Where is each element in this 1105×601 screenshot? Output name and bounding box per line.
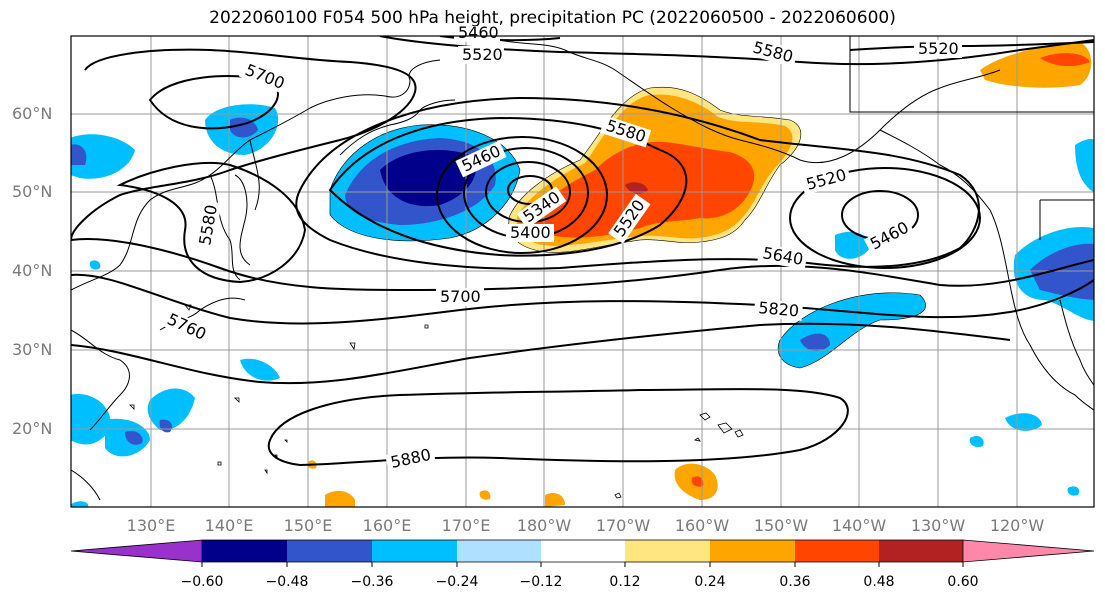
svg-text:5700: 5700	[440, 287, 481, 306]
contour-label: 5880	[385, 445, 436, 473]
contour-label: 5700	[436, 287, 484, 306]
svg-text:5520: 5520	[918, 39, 959, 58]
colorbar-bin	[287, 540, 372, 562]
colorbar-bin	[710, 540, 795, 562]
lon-label: 170°E	[441, 516, 491, 535]
colorbar	[70, 539, 1095, 567]
colorbar-tick-label: 0.12	[609, 574, 641, 590]
colorbar-tick-label: 0.24	[694, 574, 726, 590]
contour-label: 5400	[506, 223, 554, 242]
contour-label: 5820	[753, 298, 804, 321]
colorbar-tick-label: 0.60	[947, 574, 979, 590]
colorbar-extend-high	[962, 539, 1095, 563]
colorbar-tick-label: −0.36	[350, 574, 394, 590]
colorbar-bin	[879, 540, 963, 562]
colorbar-bin	[625, 540, 710, 562]
colorbar-bin	[202, 540, 287, 562]
colorbar-tick-label: −0.60	[180, 574, 224, 590]
colorbar-tick-label: 0.48	[863, 574, 895, 590]
svg-text:5820: 5820	[758, 298, 800, 320]
lat-label: 60°N	[12, 104, 53, 123]
lat-label: 30°N	[12, 340, 53, 359]
height-contours	[71, 36, 1094, 467]
contour-label: 5520	[458, 45, 504, 64]
colorbar-tick-label: −0.24	[435, 574, 479, 590]
lon-label: 130°W	[910, 516, 966, 535]
contour-label: 5460	[454, 23, 500, 42]
map-title: 2022060100 F054 500 hPa height, precipit…	[209, 8, 896, 28]
lon-label: 140°E	[204, 516, 254, 535]
lon-label: 170°W	[595, 516, 651, 535]
precip-outline	[329, 86, 926, 369]
map-frame	[70, 35, 1095, 508]
svg-text:5400: 5400	[510, 223, 551, 242]
lon-label: 180°W	[516, 516, 572, 535]
colorbar-extend-low	[70, 539, 203, 563]
lon-label: 120°W	[989, 516, 1045, 535]
lon-label: 150°E	[283, 516, 333, 535]
colorbar-bin	[457, 540, 541, 562]
lon-label: 150°W	[753, 516, 809, 535]
colorbar-bin	[795, 540, 879, 562]
lat-label: 50°N	[12, 182, 53, 201]
colorbar-bin	[541, 540, 625, 562]
islands	[129, 304, 744, 499]
graticule	[71, 36, 1094, 507]
contour-labels: 5460 5520 5580 5700 5520 5580 5460 5340 …	[160, 23, 962, 473]
lon-label: 160°E	[362, 516, 412, 535]
lon-label: 160°W	[674, 516, 730, 535]
colorbar-bin	[372, 540, 457, 562]
contour-label: 5520	[914, 39, 962, 58]
colorbar-tick-label: −0.12	[519, 574, 563, 590]
svg-text:5520: 5520	[462, 45, 503, 64]
lon-label: 140°W	[831, 516, 887, 535]
lat-label: 20°N	[12, 419, 53, 438]
colorbar-tick-label: −0.48	[265, 574, 309, 590]
lat-label: 40°N	[12, 261, 53, 280]
lon-label: 130°E	[126, 516, 176, 535]
colorbar-tick-label: 0.36	[779, 574, 811, 590]
svg-text:5460: 5460	[458, 23, 499, 42]
